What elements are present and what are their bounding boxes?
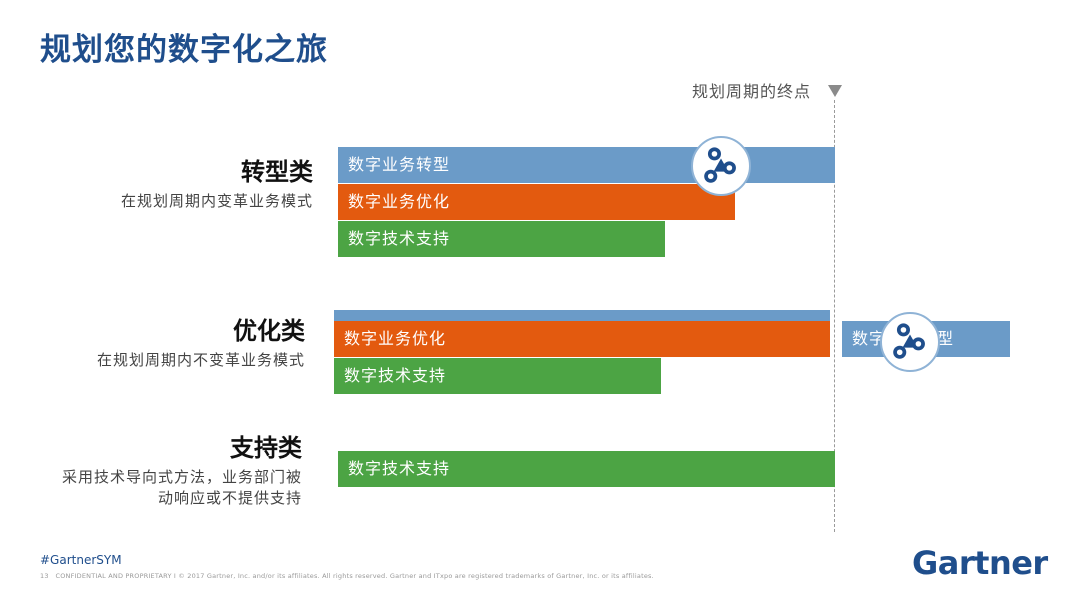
category-desc-support: 采用技术导向式方法，业务部门被 动响应或不提供支持 xyxy=(62,467,302,509)
gartner-logo: Gartner xyxy=(912,544,1048,582)
bar-digital-optimize: 数字业务优化 xyxy=(338,184,735,220)
category-desc-line: 采用技术导向式方法，业务部门被 xyxy=(61,468,302,486)
bar-digital-support: 数字技术支持 xyxy=(334,358,661,394)
footer-legal: 13 CONFIDENTIAL AND PROPRIETARY I © 2017… xyxy=(40,572,654,580)
category-title-optimize: 优化类 xyxy=(233,317,305,345)
category-desc-optimize: 在规划周期内不变革业务模式 xyxy=(97,350,305,371)
slide-title: 规划您的数字化之旅 xyxy=(40,32,328,68)
digital-journey-icon xyxy=(691,136,751,196)
bar-digital-support: 数字技术支持 xyxy=(338,221,665,257)
legal-text: CONFIDENTIAL AND PROPRIETARY I © 2017 Ga… xyxy=(55,572,654,580)
bar-digital-transform: 数字业务转型 xyxy=(338,147,835,183)
category-desc-line: 在规划周期内不变革业务模式 xyxy=(96,351,305,369)
category-title-support: 支持类 xyxy=(230,434,302,462)
digital-journey-icon xyxy=(880,312,940,372)
cycle-end-label: 规划周期的终点 xyxy=(692,82,812,101)
category-desc-line: 在规划周期内变革业务模式 xyxy=(120,192,313,210)
page-number: 13 xyxy=(40,572,49,580)
category-desc-line: 动响应或不提供支持 xyxy=(157,489,302,507)
bar-digital-support: 数字技术支持 xyxy=(338,451,835,487)
cycle-end-line xyxy=(834,100,835,532)
bar-digital-optimize: 数字业务优化 xyxy=(334,321,830,357)
category-desc-transform: 在规划周期内变革业务模式 xyxy=(121,191,313,212)
cycle-end-marker-icon xyxy=(828,85,842,97)
hashtag: #GartnerSYM xyxy=(40,553,122,567)
bar-digital-transform-strip xyxy=(334,310,830,321)
category-title-transform: 转型类 xyxy=(241,158,313,186)
